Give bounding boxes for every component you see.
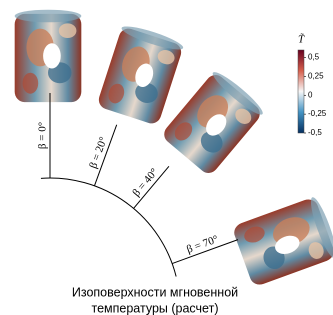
colorbar-tick-label: 0,5: [308, 53, 320, 62]
figure: Изоповерхности мгновенной температуры (р…: [0, 0, 333, 315]
arc: [41, 178, 176, 277]
render-panel: [15, 10, 82, 102]
colorbar-tick-label: -0,5: [308, 128, 322, 137]
render-panel: [232, 195, 333, 287]
colorbar: [298, 50, 304, 133]
panel-label: β = 0°: [37, 122, 49, 149]
caption: температуры (расчет): [92, 301, 219, 315]
render-panel: [96, 22, 185, 126]
colorbar-tick-label: 0: [308, 90, 313, 99]
render-panel: [160, 68, 266, 177]
colorbar-title: T̃: [298, 33, 305, 46]
colorbar-tick-label: -0,25: [308, 109, 327, 118]
colorbar-tick-label: 0,25: [308, 72, 324, 81]
caption: Изоповерхности мгновенной: [72, 285, 238, 299]
